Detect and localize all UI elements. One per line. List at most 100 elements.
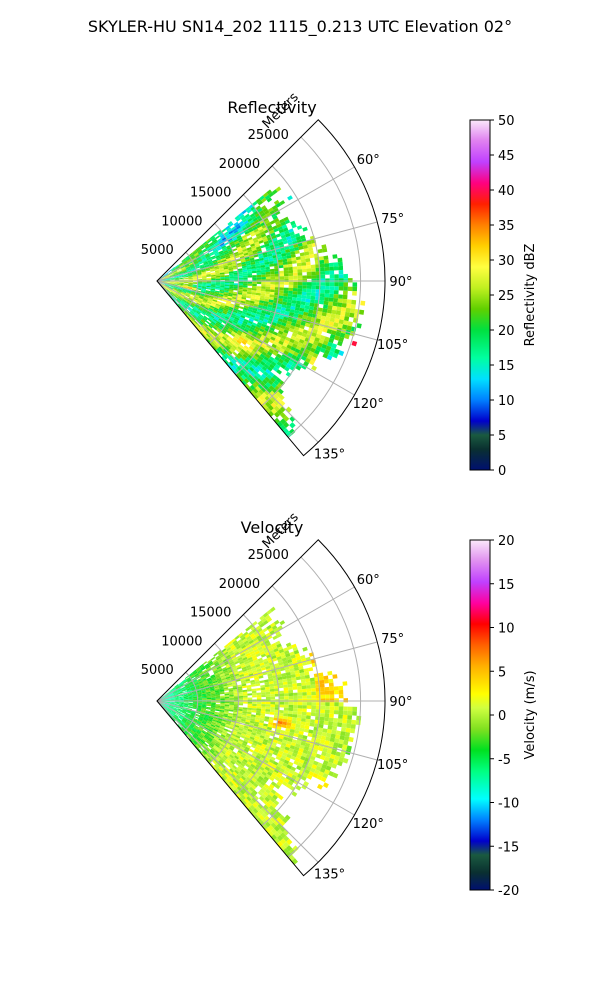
radar-gate	[235, 303, 240, 307]
radar-gate	[261, 235, 268, 240]
radar-gate	[206, 696, 212, 699]
radar-gate	[224, 290, 229, 293]
radar-gate	[161, 701, 166, 702]
radar-gate	[290, 254, 296, 258]
radar-gate	[228, 659, 234, 664]
radar-gate	[287, 761, 294, 767]
radar-gate	[224, 340, 229, 346]
radar-gate	[272, 635, 278, 640]
radar-gate	[190, 736, 195, 741]
radar-gate	[302, 661, 308, 666]
radar-gate	[268, 410, 274, 417]
radar-gate	[322, 760, 329, 766]
radar-gate	[186, 734, 191, 739]
radar-gate	[236, 731, 242, 735]
radar-gate	[284, 246, 290, 251]
radar-gate	[302, 646, 308, 652]
radar-gate	[278, 715, 284, 719]
radar-gate	[259, 717, 265, 721]
radar-gate	[220, 281, 225, 283]
radar-gate	[160, 282, 166, 285]
radar-gate	[252, 728, 258, 732]
radar-gate	[265, 665, 271, 670]
radar-gate	[276, 829, 283, 835]
radar-gate	[167, 709, 171, 713]
radar-gate	[279, 276, 285, 280]
radar-gate	[165, 283, 170, 286]
radar-gate	[304, 742, 311, 748]
radar-gate	[282, 752, 288, 757]
radar-gate	[271, 235, 277, 240]
radar-gate	[245, 370, 251, 377]
radar-gate	[324, 297, 329, 302]
radar-gate	[187, 693, 193, 695]
radar-gate	[218, 309, 223, 313]
radar-gate	[255, 385, 261, 392]
radar-gate	[179, 701, 184, 703]
radar-gate	[219, 712, 224, 715]
radar-gate	[229, 698, 234, 700]
radar-gate	[177, 289, 182, 292]
radar-gate	[242, 670, 248, 674]
radar-gate	[276, 253, 282, 258]
radar-gate	[287, 713, 293, 718]
radar-gate	[264, 390, 270, 396]
radar-gate	[256, 332, 263, 338]
radar-gate	[232, 337, 238, 342]
radar-gate	[301, 291, 307, 296]
radar-gate	[196, 323, 201, 328]
radar-gate	[214, 727, 219, 731]
radar-gate	[204, 714, 210, 717]
radar-gate	[259, 400, 265, 407]
radar-gate	[183, 297, 188, 301]
radar-gate	[233, 288, 239, 291]
radar-gate	[271, 408, 277, 415]
radar-gate	[242, 638, 248, 643]
radar-gate	[303, 311, 309, 317]
radar-gate	[200, 723, 206, 727]
radar-gate	[210, 711, 215, 714]
radar-gate	[227, 295, 233, 299]
radar-gate	[265, 642, 271, 647]
radar-gate	[306, 705, 312, 709]
radar-gate	[210, 691, 216, 693]
radar-gate	[262, 238, 268, 243]
radar-gate	[251, 292, 257, 295]
radar-gate	[243, 365, 249, 371]
radar-gate	[281, 252, 287, 257]
radar-gate	[172, 271, 178, 274]
radar-gate	[298, 327, 304, 333]
radar-gate	[250, 763, 256, 769]
radar-gate	[289, 309, 295, 313]
radar-gate	[205, 327, 210, 333]
radar-gate	[228, 669, 234, 674]
radar-gate	[247, 273, 253, 276]
radar-gate	[160, 697, 165, 700]
radar-gate	[232, 639, 238, 645]
radar-gate	[302, 285, 307, 289]
radar-gate	[265, 691, 271, 695]
radar-gate	[301, 265, 307, 270]
radar-gate	[168, 692, 173, 696]
radar-gate	[295, 785, 302, 791]
radar-gate	[294, 729, 300, 734]
radar-gate	[334, 348, 340, 355]
radar-gate	[175, 266, 180, 270]
radar-gate	[296, 259, 302, 264]
radar-gate	[278, 228, 285, 234]
radar-gate	[293, 733, 299, 738]
radar-gate	[206, 732, 211, 736]
radar-gate	[305, 261, 311, 266]
radar-gate	[288, 266, 293, 271]
radar-gate	[276, 409, 283, 415]
radar-gate	[206, 312, 211, 316]
radar-gate	[211, 283, 216, 286]
radar-gate	[230, 760, 236, 765]
radar-gate	[247, 249, 253, 253]
radar-gate	[263, 339, 269, 344]
radar-gate	[210, 675, 216, 679]
radar-gate	[217, 754, 222, 760]
radar-gate	[303, 746, 310, 751]
radar-gate	[198, 734, 203, 739]
radar-gate	[232, 309, 238, 314]
